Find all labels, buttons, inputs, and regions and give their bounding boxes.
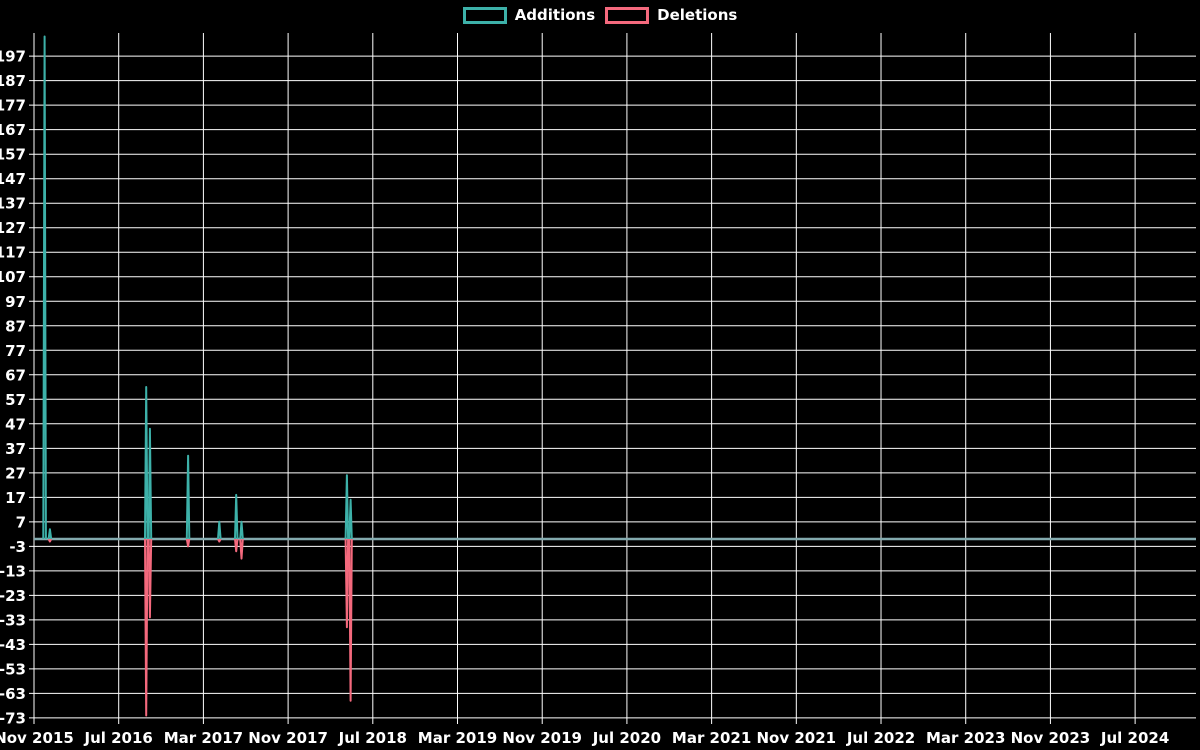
x-tick-label: Mar 2019 [418, 729, 497, 747]
y-tick-label: -3 [9, 538, 26, 556]
deletions-spike [185, 538, 191, 548]
y-tick-label: -43 [0, 636, 26, 654]
additions-spike [234, 493, 239, 540]
x-tick-label: Mar 2023 [926, 729, 1005, 747]
deletions-legend-label: Deletions [657, 6, 738, 24]
deletions-spike [234, 538, 239, 553]
y-tick-label: 77 [5, 342, 26, 360]
deletions-spike [144, 538, 149, 717]
x-tick-label: Mar 2017 [164, 729, 243, 747]
additions-spike [147, 427, 153, 540]
y-tick-label: -13 [0, 562, 26, 580]
y-tick-label: 67 [5, 366, 26, 384]
y-tick-label: 107 [0, 268, 26, 286]
x-tick-label: Nov 2021 [757, 729, 837, 747]
y-tick-label: 47 [5, 415, 26, 433]
chart-legend: Additions Deletions [0, 6, 1200, 24]
y-tick-label: 187 [0, 72, 26, 90]
deletions-spike [47, 538, 53, 543]
y-tick-label: -23 [0, 587, 26, 605]
x-tick-label: Jul 2022 [846, 729, 915, 747]
additions-spike [42, 35, 47, 540]
x-tick-label: Jul 2024 [1100, 729, 1169, 747]
y-tick-label: 27 [5, 464, 26, 482]
y-tick-label: 97 [5, 293, 26, 311]
y-tick-label: 17 [5, 489, 26, 507]
y-tick-label: 117 [0, 244, 26, 262]
x-tick-label: Mar 2021 [672, 729, 751, 747]
x-tick-label: Jul 2016 [84, 729, 153, 747]
additions-spike [239, 520, 244, 540]
y-tick-label: 37 [5, 440, 26, 458]
x-tick-label: Nov 2023 [1011, 729, 1091, 747]
y-tick-label: 157 [0, 146, 26, 164]
y-tick-label: -53 [0, 660, 26, 678]
deletions-spike [217, 538, 222, 543]
deletions-spike [348, 538, 353, 702]
y-tick-label: 87 [5, 317, 26, 335]
x-tick-label: Nov 2019 [502, 729, 582, 747]
y-tick-label: 127 [0, 219, 26, 237]
x-tick-label: Nov 2015 [0, 729, 74, 747]
y-tick-label: 137 [0, 195, 26, 213]
deletions-legend-swatch [605, 6, 650, 24]
deletions-spike [239, 538, 244, 560]
y-tick-label: -33 [0, 611, 26, 629]
y-tick-label: 57 [5, 391, 26, 409]
y-tick-label: 7 [16, 513, 26, 531]
additions-spike [348, 498, 353, 540]
additions-spike [185, 454, 191, 540]
additions-spike [344, 474, 350, 540]
deletions-spike [147, 538, 153, 619]
y-tick-label: 177 [0, 97, 26, 115]
y-tick-label: -73 [0, 709, 26, 727]
additions-spike [144, 386, 149, 540]
y-tick-label: 147 [0, 170, 26, 188]
y-tick-label: 167 [0, 121, 26, 139]
additions-spike [47, 528, 53, 540]
x-tick-label: Jul 2020 [592, 729, 661, 747]
y-tick-label: 197 [0, 48, 26, 66]
legend-item-deletions[interactable]: Deletions [605, 6, 737, 24]
y-tick-label: -63 [0, 685, 26, 703]
deletions-spike [344, 538, 350, 629]
legend-item-additions[interactable]: Additions [462, 6, 596, 24]
x-tick-label: Jul 2018 [338, 729, 407, 747]
x-tick-label: Nov 2017 [248, 729, 328, 747]
additions-legend-swatch [462, 6, 507, 24]
additions-legend-label: Additions [514, 6, 596, 24]
additions-spike [217, 520, 222, 540]
